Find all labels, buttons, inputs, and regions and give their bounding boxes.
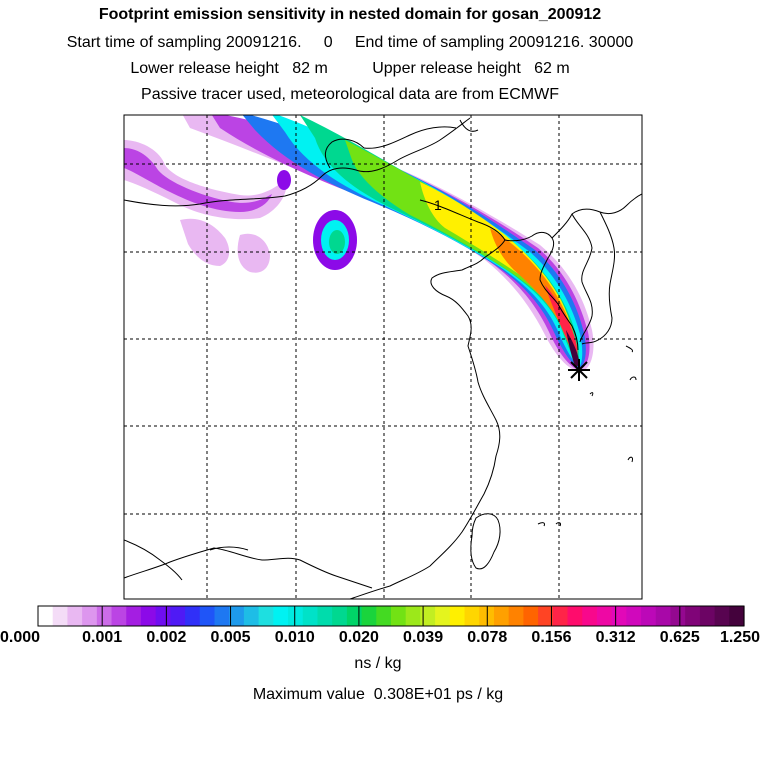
colorbar-cell xyxy=(214,606,230,626)
colorbar-cell xyxy=(464,606,480,626)
colorbar-cell xyxy=(361,606,377,626)
colorbar-cells xyxy=(38,606,745,626)
colorbar-cell xyxy=(435,606,451,626)
colorbar-cell xyxy=(52,606,69,626)
colorbar-cell xyxy=(670,606,686,626)
colorbar-cell xyxy=(126,606,142,626)
colorbar-cell xyxy=(685,606,701,626)
colorbar-cell xyxy=(582,606,598,626)
colorbar-cell xyxy=(170,606,186,626)
colorbar-cell xyxy=(376,606,392,626)
colorbar-unit: ns / kg xyxy=(354,655,402,672)
colorbar-cell xyxy=(596,606,613,626)
sampling-time-line: Start time of sampling 20091216. 0 End t… xyxy=(66,34,634,51)
colorbar-cell xyxy=(332,606,348,626)
colorbar-cell xyxy=(317,606,333,626)
colorbar-tick-label: 0.312 xyxy=(595,629,636,646)
colorbar-tick-label: 0.039 xyxy=(403,629,444,646)
colorbar-tick-label: 0.156 xyxy=(531,629,572,646)
colorbar-cell xyxy=(243,606,260,626)
colorbar-tick-label: 0.625 xyxy=(659,629,700,646)
colorbar-cell xyxy=(273,606,289,626)
colorbar-cell xyxy=(199,606,216,626)
secondary-blob-mid xyxy=(237,233,270,273)
plume-contour-blue xyxy=(242,115,586,368)
colorbar-cell xyxy=(420,606,436,626)
colorbar-cell xyxy=(302,606,319,626)
colorbar-tick-label: 0.002 xyxy=(146,629,187,646)
star-marker-icon xyxy=(568,359,590,381)
colorbar-cell xyxy=(641,606,657,626)
colorbar-group-borders xyxy=(37,605,745,627)
colorbar-cell xyxy=(38,606,54,626)
secondary-patch-1-inner xyxy=(329,230,345,254)
colorbar-cell xyxy=(508,606,524,626)
map-frame xyxy=(123,114,643,600)
colorbar-cell xyxy=(552,606,569,626)
colorbar-cell xyxy=(523,606,539,626)
colorbar-tick-label: 0.001 xyxy=(82,629,123,646)
plume-contour-yellow xyxy=(420,182,577,358)
colorbar-tick-label: 0.005 xyxy=(210,629,251,646)
colorbar-cell xyxy=(155,606,171,626)
colorbar-cell xyxy=(111,606,127,626)
secondary-blob-small xyxy=(277,170,291,190)
colorbar-cell xyxy=(567,606,583,626)
colorbar-tick-label: 0.010 xyxy=(274,629,315,646)
secondary-band-left-inner xyxy=(124,148,272,212)
colorbar-cell xyxy=(449,606,466,626)
colorbar-cell xyxy=(346,606,363,626)
contour-label: 1 xyxy=(434,197,442,213)
maximum-value-label: Maximum value 0.308E+01 ps / kg xyxy=(252,686,504,703)
coastlines xyxy=(124,117,642,599)
colorbar xyxy=(37,605,745,627)
plume-contour-orange xyxy=(490,228,578,362)
map-title: Footprint emission sensitivity in nested… xyxy=(98,6,602,23)
colorbar-cell xyxy=(140,606,157,626)
colorbar-tick-label: 0.078 xyxy=(467,629,508,646)
colorbar-frame xyxy=(37,605,745,627)
colorbar-cell xyxy=(405,606,422,626)
tracer-info-line: Passive tracer used, meteorological data… xyxy=(141,86,559,103)
colorbar-cell xyxy=(626,606,642,626)
colorbar-tick-label: 0.000 xyxy=(0,629,41,646)
colorbar-cell xyxy=(714,606,730,626)
release-height-line: Lower release height 82 m Upper release … xyxy=(130,60,570,77)
colorbar-tick-label: 1.250 xyxy=(719,629,760,646)
colorbar-cell xyxy=(82,606,98,626)
colorbar-cell xyxy=(699,606,716,626)
colorbar-cell xyxy=(96,606,113,626)
colorbar-cell xyxy=(493,606,510,626)
colorbar-cell xyxy=(611,606,627,626)
colorbar-cell xyxy=(391,606,407,626)
gridlines xyxy=(124,115,642,599)
colorbar-cell xyxy=(229,606,245,626)
colorbar-cell xyxy=(538,606,554,626)
plume-contour-green xyxy=(345,140,577,363)
colorbar-cell xyxy=(288,606,304,626)
colorbar-cell xyxy=(67,606,83,626)
colorbar-cell xyxy=(729,606,745,626)
secondary-band-far-left xyxy=(180,218,230,266)
colorbar-cell xyxy=(655,606,672,626)
colorbar-cell xyxy=(185,606,201,626)
colorbar-tick-label: 0.020 xyxy=(338,629,379,646)
colorbar-cell xyxy=(258,606,274,626)
